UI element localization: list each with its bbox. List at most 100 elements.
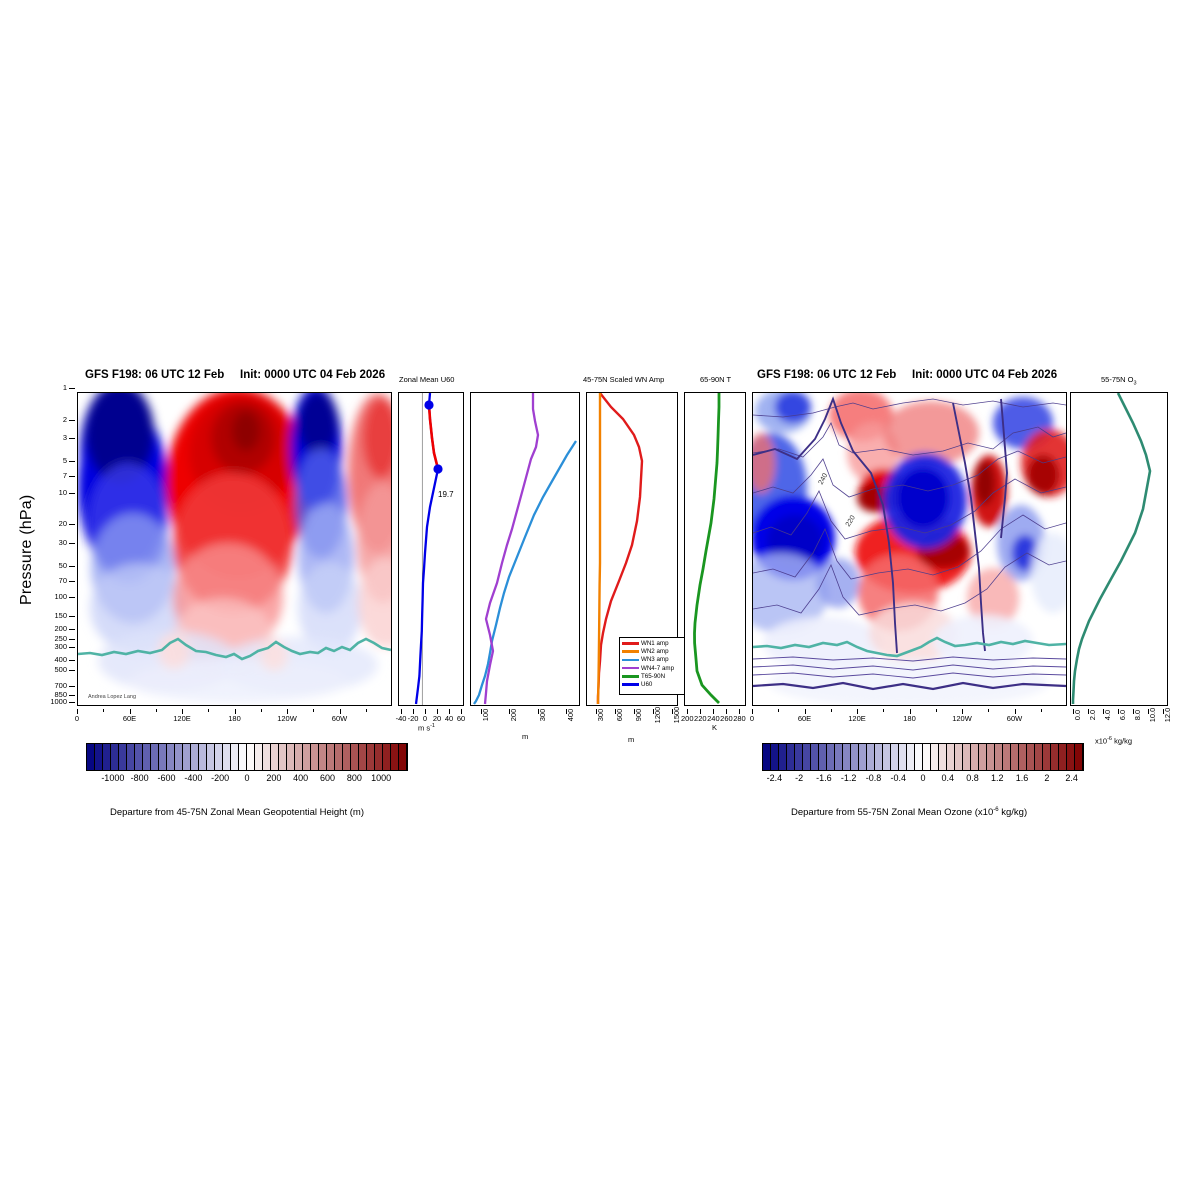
lon-tick-180: 180 bbox=[228, 714, 241, 723]
colorbar-segment bbox=[199, 744, 207, 770]
lon-tick-120E: 120E bbox=[173, 714, 191, 723]
x-tick-280: 280 bbox=[733, 714, 746, 723]
colorbar-segment bbox=[1003, 744, 1011, 770]
colorbar-segment bbox=[907, 744, 915, 770]
colorbar-segment bbox=[763, 744, 771, 770]
colorbar-tick--0.4: -0.4 bbox=[890, 773, 906, 783]
colorbar-segment bbox=[271, 744, 279, 770]
pressure-tick-mark bbox=[69, 524, 75, 526]
colorbar-segment bbox=[335, 744, 343, 770]
pressure-tick-mark bbox=[69, 437, 75, 439]
wn4-7-amp-line bbox=[483, 393, 540, 705]
colorbar-segment bbox=[135, 744, 143, 770]
lon-tick-120E: 120E bbox=[848, 714, 866, 723]
colorbar-tick-1000: 1000 bbox=[371, 773, 392, 783]
x-tick-mark bbox=[614, 709, 616, 714]
colorbar-segment bbox=[327, 744, 335, 770]
x-tick-mark bbox=[401, 709, 402, 714]
colorbar-tick--0.8: -0.8 bbox=[865, 773, 882, 783]
colorbar-segment bbox=[1027, 744, 1035, 770]
colorbar-segment bbox=[143, 744, 151, 770]
colorbar-segment bbox=[819, 744, 827, 770]
x-tick-mark bbox=[425, 709, 426, 714]
pressure-tick-mark bbox=[69, 597, 75, 599]
colorbar-segment bbox=[95, 744, 103, 770]
pressure-tick-1: 1 bbox=[62, 383, 67, 392]
x-tick-mark bbox=[700, 709, 702, 714]
x-tick-1500: 1500 bbox=[671, 706, 681, 724]
legend-label: WN3 amp bbox=[641, 656, 669, 664]
colorbar-segment bbox=[795, 744, 803, 770]
pressure-tick-10: 10 bbox=[58, 487, 67, 497]
colorbar-segment bbox=[111, 744, 119, 770]
t65-90n-line bbox=[693, 393, 721, 704]
colorbar-segment bbox=[351, 744, 359, 770]
panel-geopotential-height-departure[interactable] bbox=[77, 392, 392, 706]
x-tick-mark bbox=[1163, 709, 1165, 714]
colorbar-segment bbox=[979, 744, 987, 770]
ozone-x-axis-label: x10-6 kg/kg bbox=[1095, 736, 1132, 746]
pressure-tick-mark bbox=[69, 565, 75, 567]
pressure-tick-200: 200 bbox=[54, 623, 67, 633]
pressure-tick-7: 7 bbox=[62, 471, 67, 481]
panel-title-zonal-mean-u60: Zonal Mean U60 bbox=[399, 375, 455, 384]
colorbar-segment bbox=[891, 744, 899, 770]
series-legend: WN1 amp WN2 amp WN3 amp WN4-7 amp T65-90N U60 bbox=[619, 637, 685, 695]
x-tick-mark bbox=[1118, 709, 1120, 714]
x-tick-mark bbox=[481, 709, 483, 714]
colorbar-tick-2.4: 2.4 bbox=[1065, 773, 1078, 783]
colorbar-tick-2: 2 bbox=[1044, 773, 1050, 783]
pressure-tick-mark bbox=[69, 647, 75, 649]
colorbar-segment bbox=[375, 744, 383, 770]
pressure-tick-mark bbox=[69, 615, 75, 617]
legend-swatch bbox=[622, 642, 639, 645]
panel-ozone-55-75n[interactable] bbox=[1070, 392, 1168, 706]
pressure-tick-mark bbox=[69, 670, 75, 672]
pressure-tick-mark bbox=[69, 628, 75, 630]
legend-swatch bbox=[622, 683, 639, 686]
lon-minor-tick bbox=[155, 709, 157, 712]
lon-tick-mark bbox=[857, 709, 858, 714]
pressure-tick-250: 250 bbox=[54, 633, 67, 643]
x-tick-mark bbox=[726, 709, 728, 714]
panel-ozone-departure[interactable]: 240 220 bbox=[752, 392, 1067, 706]
panel-wn3-wn47-amp[interactable] bbox=[470, 392, 580, 706]
colorbar-segment bbox=[215, 744, 223, 770]
panel-temperature-65-90n[interactable] bbox=[684, 392, 746, 706]
colorbar-segment bbox=[127, 744, 135, 770]
panel1-longitude-ticks: 0 60E 120E 180 120W 60W bbox=[75, 709, 392, 723]
u60-line bbox=[414, 393, 440, 705]
pressure-tick-1000: 1000 bbox=[50, 697, 67, 706]
x-tick-mark bbox=[449, 709, 450, 714]
colorbar-segment bbox=[803, 744, 811, 770]
x-tick--20: -20 bbox=[407, 714, 419, 723]
pressure-tick-mark bbox=[69, 419, 75, 421]
lon-minor-tick bbox=[365, 709, 367, 712]
colorbar-segment bbox=[103, 744, 111, 770]
colorbar-segment bbox=[239, 744, 247, 770]
legend-item-5: U60 bbox=[620, 680, 684, 688]
x-tick-260: 260 bbox=[720, 714, 733, 723]
pressure-tick-2: 2 bbox=[62, 414, 67, 424]
lon-minor-tick bbox=[208, 709, 210, 712]
left-panel-title-forecast: GFS F198: 06 UTC 12 Feb bbox=[85, 369, 225, 381]
lon-tick-mark bbox=[234, 709, 236, 714]
legend-swatch bbox=[622, 650, 639, 654]
lon-tick-mark bbox=[1014, 709, 1016, 714]
x-tick-2.0: 2.0 bbox=[1088, 709, 1098, 721]
pressure-tick-mark bbox=[69, 542, 75, 544]
legend-label: T65-90N bbox=[641, 672, 666, 680]
left-panel-title-init: Init: 0000 UTC 04 Feb 2026 bbox=[240, 369, 386, 381]
colorbar-tick--1000: -1000 bbox=[101, 773, 125, 783]
colorbar-segment bbox=[359, 744, 367, 770]
x-tick-mark bbox=[739, 709, 741, 714]
pressure-tick-5: 5 bbox=[62, 456, 67, 466]
ozone-tropopause-line bbox=[753, 636, 1066, 658]
colorbar-segment bbox=[827, 744, 835, 770]
colorbar-segment bbox=[987, 744, 995, 770]
panel-zonal-mean-u60[interactable] bbox=[398, 392, 464, 706]
legend-label: WN4-7 amp bbox=[641, 664, 675, 672]
lon-minor-tick bbox=[313, 709, 315, 712]
lon-tick-mark bbox=[804, 709, 806, 714]
colorbar-tick--2: -2 bbox=[795, 773, 804, 783]
